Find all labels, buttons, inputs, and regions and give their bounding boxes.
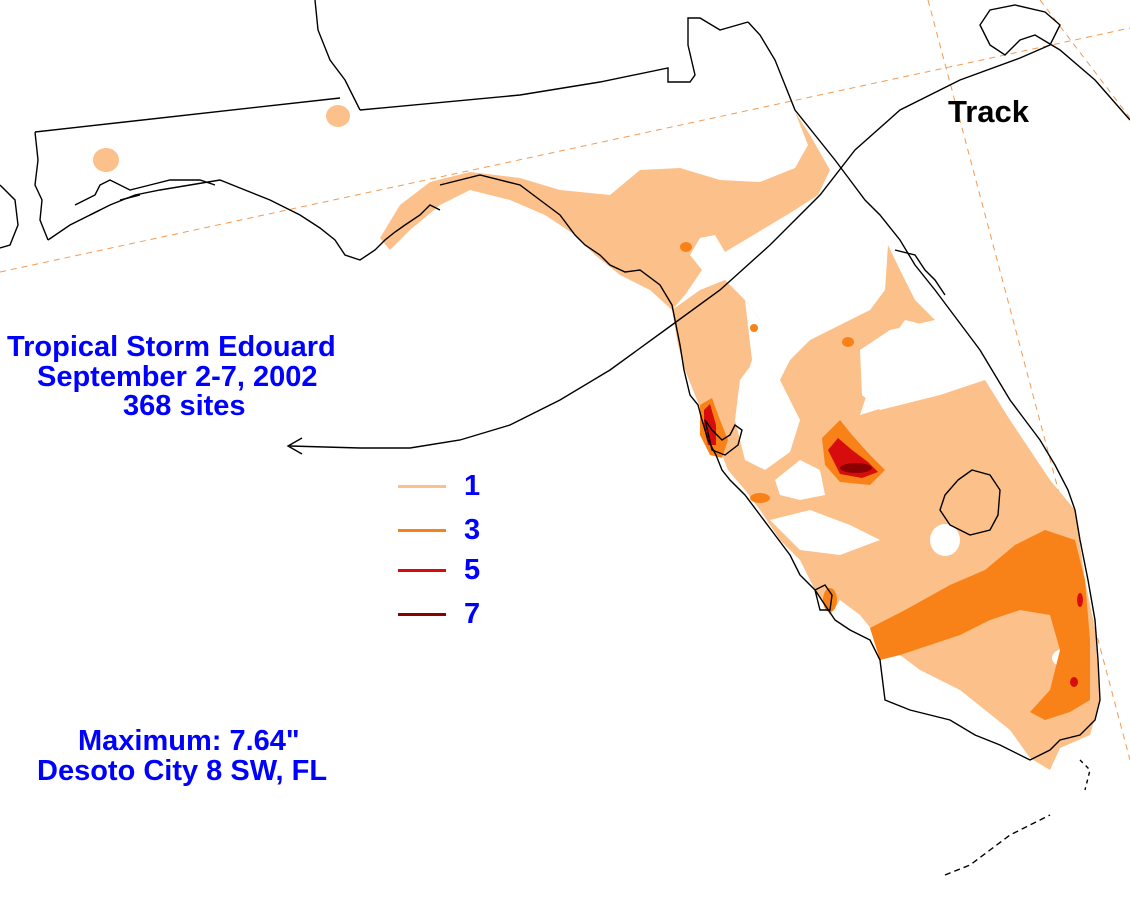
legend-swatch-7 <box>398 612 446 616</box>
legend-item-5: 5 <box>398 552 480 588</box>
coast-panhandle <box>47 179 441 261</box>
rain-3in-spot-2 <box>842 337 854 347</box>
hole-center <box>775 460 825 500</box>
tampa-bay <box>704 419 743 456</box>
rain-1in-peninsula <box>672 245 1100 770</box>
hole-southeast <box>930 524 960 556</box>
rain-7in-areas <box>840 463 872 473</box>
rain-1in-spot-2 <box>93 148 119 172</box>
title-line-1: Tropical Storm Edouard <box>7 331 336 363</box>
maximum-value: Maximum: 7.64" <box>78 725 300 757</box>
legend-label-1: 1 <box>464 469 481 502</box>
rain-1in-areas <box>93 105 1100 770</box>
state-outlines <box>0 0 1101 876</box>
coast-bays <box>74 179 216 216</box>
legend-swatch-1 <box>398 484 446 488</box>
border-ga-fl <box>359 17 749 111</box>
rain-3in-spot-4 <box>750 493 770 503</box>
legend-swatch-3 <box>398 528 446 532</box>
legend-item-3: 3 <box>398 512 480 548</box>
rain-5in-spot-1 <box>1077 593 1083 607</box>
rain-1in-spot-1 <box>326 105 350 127</box>
rain-3in-spot-3 <box>750 324 758 332</box>
keys-small <box>1079 759 1091 791</box>
coast-big-bend <box>439 21 1101 761</box>
graticule-line-3 <box>1039 0 1130 119</box>
rain-5in-spot-2 <box>1070 677 1078 687</box>
track-arrowhead <box>286 437 303 455</box>
rain-1in-panhandle <box>380 112 830 310</box>
legend-label-5: 5 <box>464 553 481 586</box>
legend-item-7: 7 <box>398 596 480 632</box>
rain-under-1in-holes <box>740 190 1084 668</box>
legend-label-3: 3 <box>464 513 481 546</box>
track-label: Track <box>948 94 1030 129</box>
maximum-location: Desoto City 8 SW, FL <box>37 755 328 787</box>
storm-track <box>286 4 1130 455</box>
legend-label-7: 7 <box>464 597 481 630</box>
lake-okeechobee <box>939 469 1001 536</box>
east-barrier <box>894 249 946 296</box>
hole-west <box>740 300 780 455</box>
legend-item-1: 1 <box>398 468 480 504</box>
graticule-line-1 <box>0 27 1130 273</box>
charlotte-harbor <box>814 584 833 611</box>
hole-east <box>860 320 985 410</box>
border-ga-al <box>314 0 361 111</box>
border-ms <box>0 184 19 249</box>
track-path <box>289 4 1130 449</box>
hole-south <box>770 510 880 555</box>
florida-keys <box>944 814 1051 876</box>
rain-3in-spot-1 <box>680 242 692 252</box>
hole-north <box>745 190 880 305</box>
border-al-fl <box>34 97 341 241</box>
graticule <box>0 0 1130 761</box>
title-line-2: September 2-7, 2002 <box>37 361 318 393</box>
title-line-3: 368 sites <box>123 390 246 422</box>
legend-swatch-5 <box>398 568 446 572</box>
rain-3in-south <box>870 530 1090 720</box>
rain-7in-center <box>840 463 872 473</box>
